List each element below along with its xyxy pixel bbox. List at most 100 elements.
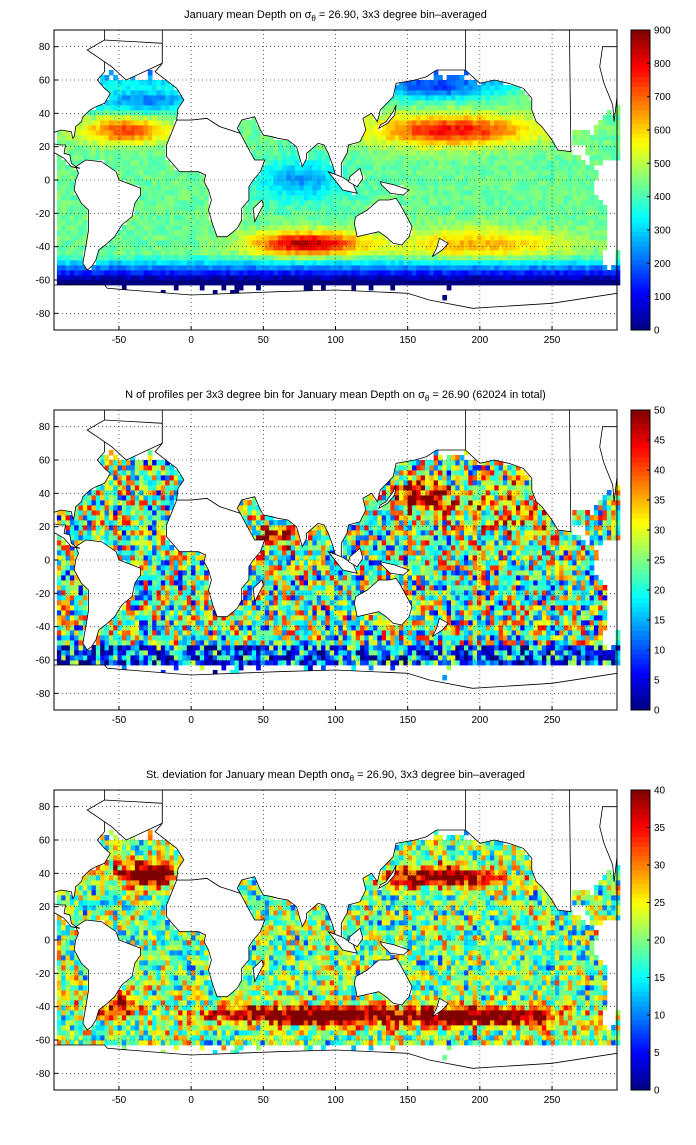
bin-cell (442, 210, 447, 215)
bin-cell (564, 270, 569, 275)
bin-cell (87, 650, 92, 655)
bin-cell (516, 280, 521, 285)
bin-cell (403, 140, 408, 145)
bin-cell (156, 585, 161, 590)
colorbar-step (631, 110, 650, 115)
bin-cell (191, 660, 196, 665)
bin-cell (200, 245, 205, 250)
bin-cell (144, 240, 149, 245)
bin-cell (343, 160, 348, 165)
bin-cell (542, 255, 547, 260)
bin-cell (312, 275, 317, 280)
bin-cell (174, 275, 179, 280)
bin-cell (204, 210, 209, 215)
bin-cell (551, 230, 556, 235)
bin-cell (369, 255, 374, 260)
bin-cell (286, 170, 291, 175)
bin-cell (425, 235, 430, 240)
bin-cell (79, 650, 84, 655)
bin-cell (139, 170, 144, 175)
bin-cell (161, 275, 166, 280)
bin-cell (126, 635, 131, 640)
bin-cell (416, 220, 421, 225)
bin-cell (520, 195, 525, 200)
bin-cell (282, 245, 287, 250)
bin-cell (135, 495, 140, 500)
bin-cell (105, 490, 110, 495)
bin-cell (533, 135, 538, 140)
bin-cell (468, 225, 473, 230)
bin-cell (486, 150, 491, 155)
bin-cell (494, 205, 499, 210)
bin-cell (135, 515, 140, 520)
bin-cell (494, 175, 499, 180)
bin-cell (122, 510, 127, 515)
bin-cell (546, 170, 551, 175)
bin-cell (477, 215, 482, 220)
bin-cell (468, 230, 473, 235)
bin-cell (598, 220, 603, 225)
bin-cell (66, 560, 71, 565)
bin-cell (390, 155, 395, 160)
bin-cell (148, 555, 153, 560)
bin-cell (79, 235, 84, 240)
bin-cell (334, 195, 339, 200)
bin-cell (269, 260, 274, 265)
bin-cell (581, 265, 586, 270)
bin-cell (83, 530, 88, 535)
bin-cell (611, 120, 616, 125)
bin-cell (377, 175, 382, 180)
bin-cell (425, 175, 430, 180)
bin-cell (447, 230, 452, 235)
bin-cell (295, 230, 300, 235)
bin-cell (260, 185, 265, 190)
bin-cell (152, 625, 157, 630)
bin-cell (256, 235, 261, 240)
bin-cell (377, 130, 382, 135)
bin-cell (256, 140, 261, 145)
bin-cell (607, 150, 612, 155)
bin-cell (421, 180, 426, 185)
bin-cell (139, 140, 144, 145)
bin-cell (204, 220, 209, 225)
bin-cell (490, 235, 495, 240)
bin-cell (499, 170, 504, 175)
bin-cell (460, 130, 465, 135)
bin-cell (79, 590, 84, 595)
bin-cell (555, 220, 560, 225)
bin-cell (144, 460, 149, 465)
bin-cell (421, 170, 426, 175)
bin-cell (551, 155, 556, 160)
bin-cell (105, 245, 110, 250)
bin-cell (373, 130, 378, 135)
bin-cell (546, 220, 551, 225)
bin-cell (161, 260, 166, 265)
bin-cell (356, 270, 361, 275)
bin-cell (165, 95, 170, 100)
bin-cell (61, 615, 66, 620)
bin-cell (148, 190, 153, 195)
bin-cell (343, 195, 348, 200)
bin-cell (395, 165, 400, 170)
bin-cell (416, 180, 421, 185)
bin-cell (169, 240, 174, 245)
bin-cell (260, 175, 265, 180)
bin-cell (273, 170, 278, 175)
bin-cell (568, 205, 573, 210)
bin-cell (126, 535, 131, 540)
bin-cell (57, 580, 62, 585)
bin-cell (568, 210, 573, 215)
bin-cell (520, 165, 525, 170)
bin-cell (61, 225, 66, 230)
bin-cell (156, 470, 161, 475)
bin-cell (603, 205, 608, 210)
bin-cell (87, 270, 92, 275)
bin-cell (473, 205, 478, 210)
bin-cell (169, 600, 174, 605)
bin-cell (273, 220, 278, 225)
bin-cell (598, 160, 603, 165)
bin-cell (174, 180, 179, 185)
bin-cell (477, 115, 482, 120)
bin-cell (113, 90, 118, 95)
bin-cell (486, 125, 491, 130)
